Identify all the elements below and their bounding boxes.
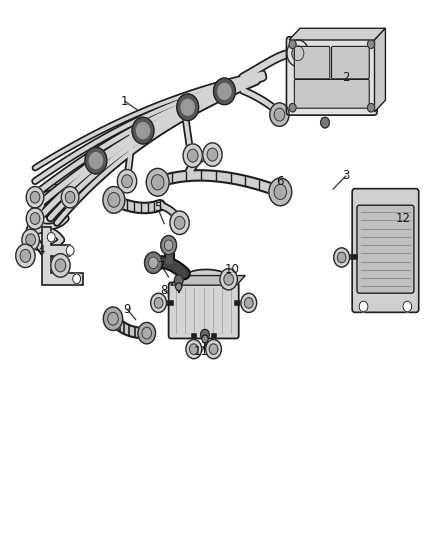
Text: 9: 9 — [123, 303, 131, 316]
Circle shape — [289, 103, 296, 112]
Text: 5: 5 — [154, 201, 161, 214]
Polygon shape — [374, 28, 385, 112]
Text: 12: 12 — [396, 212, 410, 225]
Circle shape — [136, 123, 149, 139]
Circle shape — [181, 99, 194, 115]
Circle shape — [218, 83, 231, 99]
Circle shape — [337, 252, 346, 263]
Circle shape — [209, 344, 218, 354]
Circle shape — [148, 257, 158, 269]
Circle shape — [269, 178, 292, 206]
Text: 3: 3 — [343, 169, 350, 182]
Circle shape — [20, 249, 31, 262]
Circle shape — [108, 192, 120, 207]
Text: 1: 1 — [121, 95, 129, 108]
Circle shape — [186, 340, 201, 359]
Circle shape — [292, 46, 304, 61]
Polygon shape — [289, 28, 385, 40]
Circle shape — [190, 344, 198, 354]
Circle shape — [170, 211, 189, 235]
Polygon shape — [42, 227, 83, 285]
FancyBboxPatch shape — [332, 46, 369, 79]
Circle shape — [183, 144, 202, 167]
Circle shape — [30, 191, 40, 203]
Circle shape — [359, 301, 368, 312]
Circle shape — [187, 149, 198, 162]
Text: 2: 2 — [342, 71, 350, 84]
Circle shape — [66, 246, 74, 255]
Circle shape — [146, 168, 169, 196]
Circle shape — [30, 213, 40, 224]
Circle shape — [22, 229, 39, 251]
Circle shape — [61, 187, 79, 208]
Text: 4: 4 — [38, 244, 46, 257]
Circle shape — [241, 293, 257, 312]
Text: 10: 10 — [225, 263, 240, 276]
Circle shape — [47, 232, 55, 242]
Circle shape — [26, 208, 44, 229]
Circle shape — [65, 191, 75, 203]
Circle shape — [152, 175, 164, 190]
Circle shape — [142, 327, 152, 339]
Circle shape — [16, 244, 35, 268]
Circle shape — [73, 274, 81, 284]
FancyBboxPatch shape — [169, 282, 239, 338]
FancyBboxPatch shape — [352, 189, 419, 312]
Circle shape — [26, 187, 44, 208]
FancyBboxPatch shape — [294, 46, 330, 79]
Circle shape — [122, 175, 132, 188]
Circle shape — [132, 117, 154, 144]
Circle shape — [206, 340, 221, 359]
Circle shape — [26, 234, 35, 246]
Text: 6: 6 — [276, 175, 284, 188]
Circle shape — [403, 301, 412, 312]
Circle shape — [270, 103, 289, 126]
Text: 8: 8 — [161, 284, 168, 297]
Circle shape — [244, 297, 253, 308]
Circle shape — [145, 252, 162, 273]
Circle shape — [321, 117, 329, 128]
Circle shape — [51, 254, 70, 277]
Circle shape — [367, 103, 374, 112]
Circle shape — [164, 240, 173, 251]
Circle shape — [220, 269, 237, 290]
Circle shape — [287, 40, 309, 67]
Circle shape — [174, 216, 185, 229]
Polygon shape — [175, 283, 182, 290]
Text: 7: 7 — [158, 260, 166, 273]
Circle shape — [289, 40, 296, 49]
Circle shape — [55, 259, 66, 272]
Circle shape — [89, 152, 102, 168]
Circle shape — [213, 78, 235, 104]
Circle shape — [177, 94, 199, 120]
Circle shape — [108, 312, 118, 325]
Circle shape — [207, 148, 218, 161]
Circle shape — [85, 147, 107, 174]
Circle shape — [103, 307, 123, 330]
Circle shape — [151, 293, 166, 312]
Circle shape — [274, 108, 285, 121]
Circle shape — [174, 275, 183, 286]
Circle shape — [138, 322, 155, 344]
Circle shape — [274, 184, 286, 199]
Circle shape — [201, 329, 209, 340]
Polygon shape — [201, 335, 208, 343]
Circle shape — [334, 248, 350, 267]
Circle shape — [203, 143, 222, 166]
FancyBboxPatch shape — [357, 205, 414, 293]
FancyBboxPatch shape — [286, 37, 377, 115]
Circle shape — [154, 297, 163, 308]
Text: 11: 11 — [194, 345, 209, 358]
Circle shape — [224, 273, 233, 285]
FancyBboxPatch shape — [294, 79, 369, 108]
Circle shape — [367, 40, 374, 49]
Circle shape — [117, 169, 137, 193]
Polygon shape — [171, 276, 245, 285]
Circle shape — [161, 236, 177, 255]
Circle shape — [103, 187, 125, 213]
